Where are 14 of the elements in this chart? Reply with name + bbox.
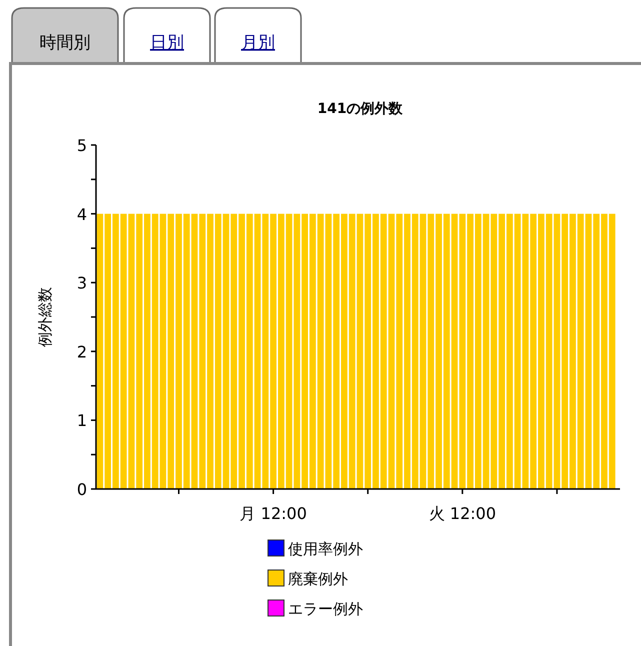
x-tick-label: 月 12:00 xyxy=(240,504,307,523)
y-tick-label: 4 xyxy=(76,204,87,224)
text: 廃棄例外 xyxy=(288,570,348,588)
y-tick-label: 1 xyxy=(76,411,87,430)
legend-label: エラー例外 xyxy=(288,600,363,618)
y-axis-title: 例外総数 xyxy=(36,287,54,347)
chart-title: 141の例外数 xyxy=(317,101,404,117)
y-tick-label: 5 xyxy=(76,136,87,155)
y-tick-label: 3 xyxy=(76,274,87,293)
y-tick-label: 0 xyxy=(76,480,87,499)
x-tick-label: 火 12:00 xyxy=(428,504,496,523)
tabs: 時間別 日別 月別 xyxy=(11,7,302,64)
y-tick-label: 2 xyxy=(76,342,87,362)
legend-label: 使用率例外 xyxy=(288,540,363,558)
